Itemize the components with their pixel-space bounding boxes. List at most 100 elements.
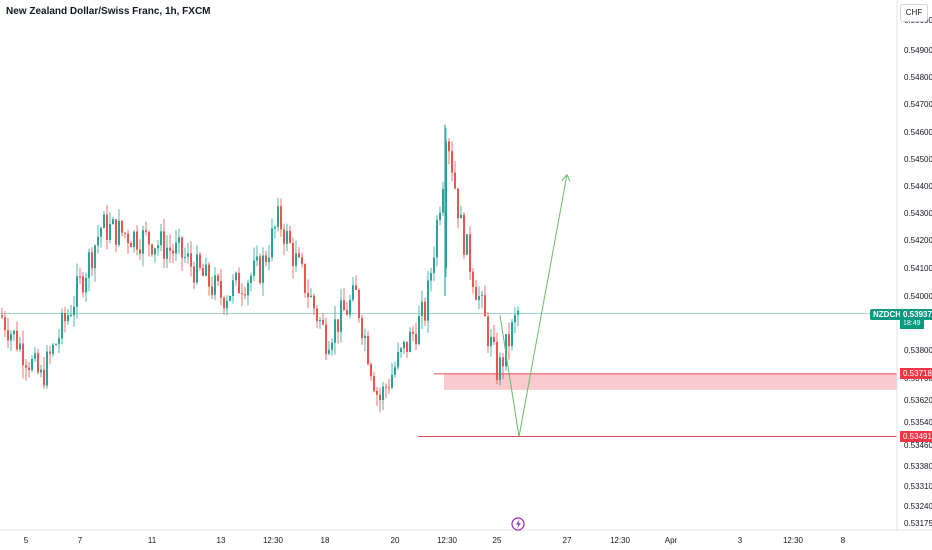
time-tick-label: 12:30 [610, 536, 631, 545]
projection-arrowhead [561, 174, 571, 182]
candle [121, 220, 123, 237]
price-tick-label: 0.54200 [904, 236, 932, 245]
candle [385, 383, 387, 399]
projection-path[interactable] [499, 174, 568, 437]
candle [478, 286, 480, 310]
price-tick-label: 0.54500 [904, 155, 932, 164]
candle [322, 313, 324, 326]
candle [25, 359, 27, 381]
candle [52, 342, 54, 357]
candle [109, 212, 111, 244]
candle [241, 283, 243, 306]
candle [22, 330, 24, 379]
candle [283, 223, 285, 256]
time-tick-label: 20 [391, 536, 400, 545]
candle [208, 262, 210, 296]
candle [343, 287, 345, 311]
candle [85, 272, 87, 302]
candle [199, 252, 201, 271]
candle [34, 347, 36, 363]
candle [430, 267, 432, 292]
candle [424, 297, 426, 326]
candle [319, 316, 321, 330]
candle [58, 328, 60, 354]
candle [487, 311, 489, 353]
target-level-tag: 0.53491 [900, 431, 932, 442]
lightning-icon[interactable] [511, 517, 525, 531]
candle [166, 235, 168, 269]
candle [391, 362, 393, 390]
candle [361, 314, 363, 345]
candle [55, 342, 57, 346]
candle [196, 245, 198, 285]
candle [94, 244, 96, 282]
candle [439, 206, 441, 226]
price-axis: 0.550000.549000.548000.547000.546000.545… [904, 16, 932, 528]
candle [10, 330, 12, 352]
candle [115, 218, 117, 253]
candle [427, 271, 429, 333]
candle [61, 308, 63, 345]
symbol-tag: NZDCHF [870, 309, 909, 320]
candle [112, 216, 114, 225]
candle [325, 317, 327, 361]
time-tick-label: 5 [24, 536, 29, 545]
candle [466, 234, 468, 256]
candle [172, 243, 174, 264]
candle [277, 197, 279, 232]
candle [235, 271, 237, 286]
candle [211, 276, 213, 299]
candle [472, 268, 474, 294]
candle [124, 231, 126, 239]
demand-zone[interactable] [444, 373, 897, 390]
candle [298, 247, 300, 259]
candle [508, 322, 510, 360]
candle [13, 329, 15, 342]
candle [64, 306, 66, 333]
candle [88, 248, 90, 292]
candle [127, 229, 129, 255]
candle [469, 226, 471, 281]
candle [358, 288, 360, 323]
candle [133, 230, 135, 253]
candle [226, 295, 228, 316]
candle [349, 294, 351, 319]
candle [307, 279, 309, 309]
candle [370, 362, 372, 381]
time-tick-label: 12:30 [783, 536, 804, 545]
candle [202, 263, 204, 277]
candle [184, 247, 186, 263]
candle [460, 205, 462, 219]
candle [400, 346, 402, 359]
candle [7, 318, 9, 349]
candle [445, 127, 447, 277]
candle [334, 306, 336, 355]
candle [346, 301, 348, 316]
candle [91, 247, 93, 277]
price-tick-label: 0.53620 [904, 396, 932, 405]
candle [106, 204, 108, 250]
candle [145, 221, 147, 236]
candle [49, 346, 51, 365]
candle [328, 341, 330, 356]
candle [295, 240, 297, 273]
price-tick-label: 0.54900 [904, 46, 932, 55]
candle [481, 290, 483, 309]
price-tick-label: 0.54000 [904, 292, 932, 301]
candle [70, 304, 72, 318]
candle [337, 319, 339, 344]
candle [310, 288, 312, 298]
price-tick-label: 0.54300 [904, 209, 932, 218]
candle [37, 348, 39, 375]
candle [238, 267, 240, 294]
candlestick-series [1, 124, 519, 413]
candle [403, 340, 405, 354]
candle [514, 307, 516, 334]
candle [190, 241, 192, 277]
candle [484, 285, 486, 317]
candle [223, 295, 225, 316]
candle [178, 228, 180, 255]
currency-button[interactable]: CHF [900, 4, 928, 22]
candle [379, 387, 381, 413]
